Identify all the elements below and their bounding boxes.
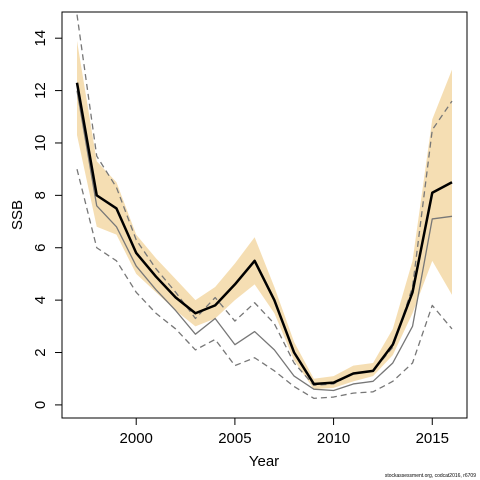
y-tick-label: 8 bbox=[32, 191, 49, 199]
x-tick-label: 2000 bbox=[120, 430, 153, 447]
y-tick-label: 12 bbox=[32, 82, 49, 99]
confidence-band bbox=[77, 40, 452, 390]
y-tick-label: 4 bbox=[32, 296, 49, 304]
y-tick-label: 2 bbox=[32, 348, 49, 356]
series-line bbox=[76, 14, 453, 386]
y-axis-label: SSB bbox=[9, 200, 26, 230]
plot-frame bbox=[61, 11, 468, 419]
x-axis-label: Year bbox=[249, 453, 279, 470]
x-tick-label: 2005 bbox=[218, 430, 251, 447]
series-line bbox=[75, 82, 453, 386]
x-tick-label: 2015 bbox=[416, 430, 449, 447]
footer-note: stockassessment.org, codcat2016, r6709 bbox=[385, 473, 476, 479]
plot-area bbox=[75, 14, 453, 400]
series-line bbox=[76, 169, 453, 400]
y-tick-label: 14 bbox=[32, 30, 49, 47]
series-line bbox=[76, 90, 453, 392]
y-tick-label: 0 bbox=[32, 401, 49, 409]
y-tick-label: 10 bbox=[32, 135, 49, 152]
x-tick-label: 2010 bbox=[317, 430, 350, 447]
y-tick-label: 6 bbox=[32, 244, 49, 252]
